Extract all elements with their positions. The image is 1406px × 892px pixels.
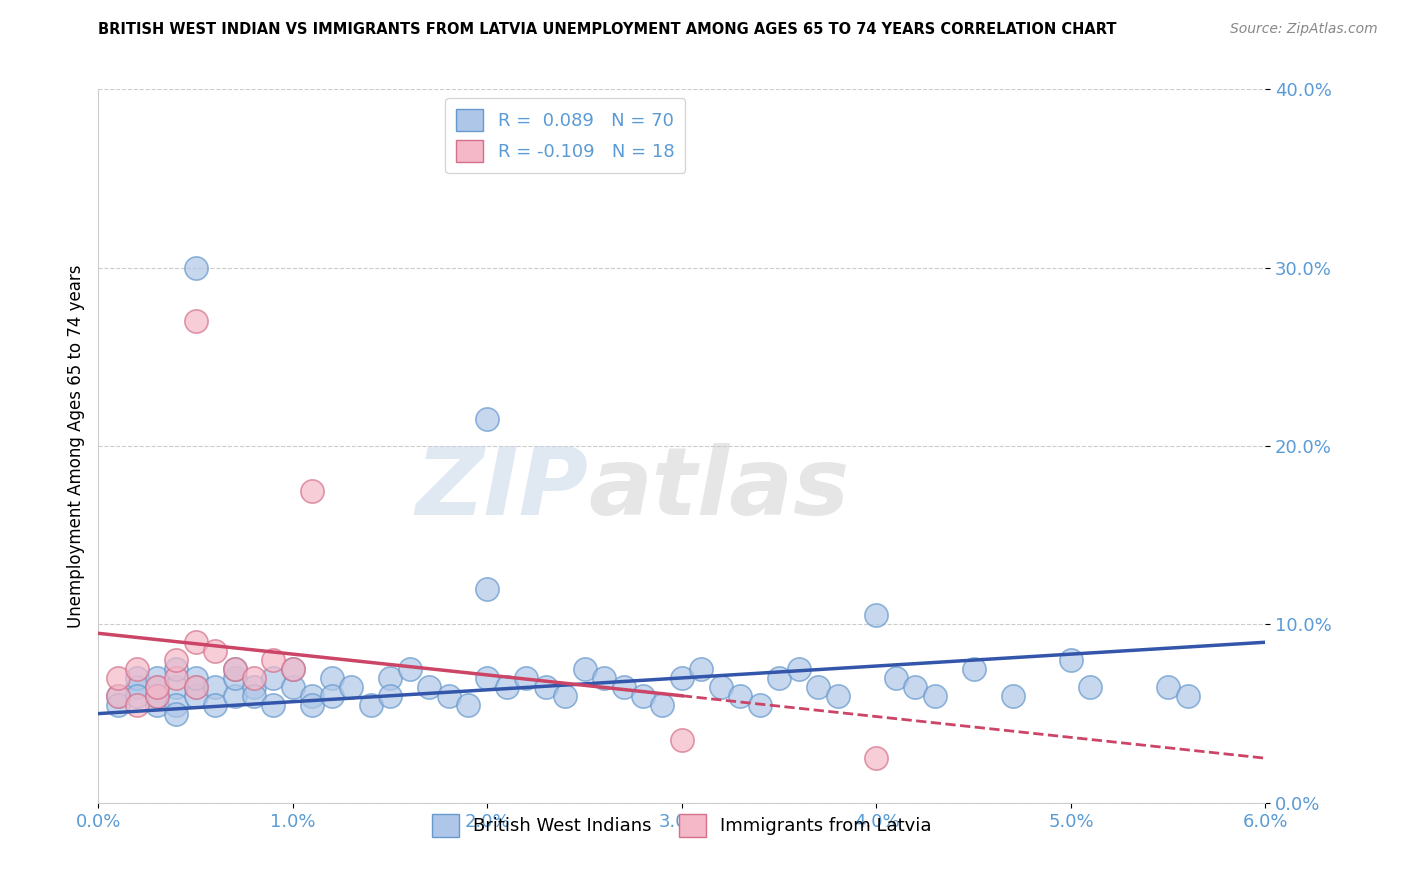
Point	[262, 653, 284, 667]
Point	[904, 680, 927, 694]
Text: BRITISH WEST INDIAN VS IMMIGRANTS FROM LATVIA UNEMPLOYMENT AMONG AGES 65 TO 74 Y: BRITISH WEST INDIAN VS IMMIGRANTS FROM L…	[98, 22, 1116, 37]
Point	[477, 582, 499, 596]
Point	[477, 412, 499, 426]
Point	[437, 689, 460, 703]
Point	[262, 698, 284, 712]
Point	[321, 689, 343, 703]
Point	[827, 689, 849, 703]
Legend: British West Indians, Immigrants from Latvia: British West Indians, Immigrants from La…	[425, 807, 939, 844]
Point	[281, 662, 304, 676]
Point	[281, 662, 304, 676]
Point	[671, 671, 693, 685]
Point	[146, 689, 169, 703]
Point	[593, 671, 616, 685]
Point	[243, 671, 266, 685]
Y-axis label: Unemployment Among Ages 65 to 74 years: Unemployment Among Ages 65 to 74 years	[66, 264, 84, 628]
Point	[165, 653, 187, 667]
Point	[224, 689, 246, 703]
Point	[204, 680, 226, 694]
Point	[477, 671, 499, 685]
Point	[243, 689, 266, 703]
Point	[613, 680, 636, 694]
Point	[962, 662, 984, 676]
Point	[146, 671, 169, 685]
Point	[631, 689, 654, 703]
Point	[165, 698, 187, 712]
Point	[457, 698, 479, 712]
Point	[418, 680, 440, 694]
Point	[515, 671, 537, 685]
Point	[224, 662, 246, 676]
Point	[224, 671, 246, 685]
Point	[301, 483, 323, 498]
Point	[710, 680, 733, 694]
Point	[184, 314, 207, 328]
Point	[107, 689, 129, 703]
Point	[380, 671, 402, 685]
Point	[865, 608, 887, 623]
Point	[496, 680, 519, 694]
Point	[107, 689, 129, 703]
Point	[127, 680, 149, 694]
Point	[184, 260, 207, 275]
Point	[107, 671, 129, 685]
Point	[127, 689, 149, 703]
Point	[807, 680, 830, 694]
Point	[1177, 689, 1199, 703]
Point	[924, 689, 946, 703]
Point	[1080, 680, 1102, 694]
Point	[768, 671, 790, 685]
Point	[165, 662, 187, 676]
Point	[748, 698, 770, 712]
Text: Source: ZipAtlas.com: Source: ZipAtlas.com	[1230, 22, 1378, 37]
Point	[321, 671, 343, 685]
Point	[1001, 689, 1024, 703]
Point	[671, 733, 693, 747]
Point	[146, 680, 169, 694]
Point	[360, 698, 382, 712]
Point	[301, 689, 323, 703]
Point	[281, 680, 304, 694]
Point	[730, 689, 752, 703]
Point	[184, 689, 207, 703]
Text: atlas: atlas	[589, 442, 849, 535]
Point	[146, 680, 169, 694]
Point	[204, 644, 226, 658]
Point	[204, 698, 226, 712]
Point	[787, 662, 810, 676]
Point	[146, 689, 169, 703]
Point	[380, 689, 402, 703]
Point	[398, 662, 420, 676]
Point	[184, 680, 207, 694]
Point	[534, 680, 557, 694]
Point	[224, 662, 246, 676]
Point	[127, 662, 149, 676]
Point	[165, 680, 187, 694]
Point	[690, 662, 713, 676]
Point	[184, 671, 207, 685]
Point	[146, 698, 169, 712]
Text: ZIP: ZIP	[416, 442, 589, 535]
Point	[554, 689, 576, 703]
Point	[301, 698, 323, 712]
Point	[262, 671, 284, 685]
Point	[127, 698, 149, 712]
Point	[340, 680, 363, 694]
Point	[574, 662, 596, 676]
Point	[651, 698, 673, 712]
Point	[127, 671, 149, 685]
Point	[165, 706, 187, 721]
Point	[243, 680, 266, 694]
Point	[107, 698, 129, 712]
Point	[184, 680, 207, 694]
Point	[884, 671, 907, 685]
Point	[1157, 680, 1180, 694]
Point	[1060, 653, 1083, 667]
Point	[184, 635, 207, 649]
Point	[865, 751, 887, 765]
Point	[165, 671, 187, 685]
